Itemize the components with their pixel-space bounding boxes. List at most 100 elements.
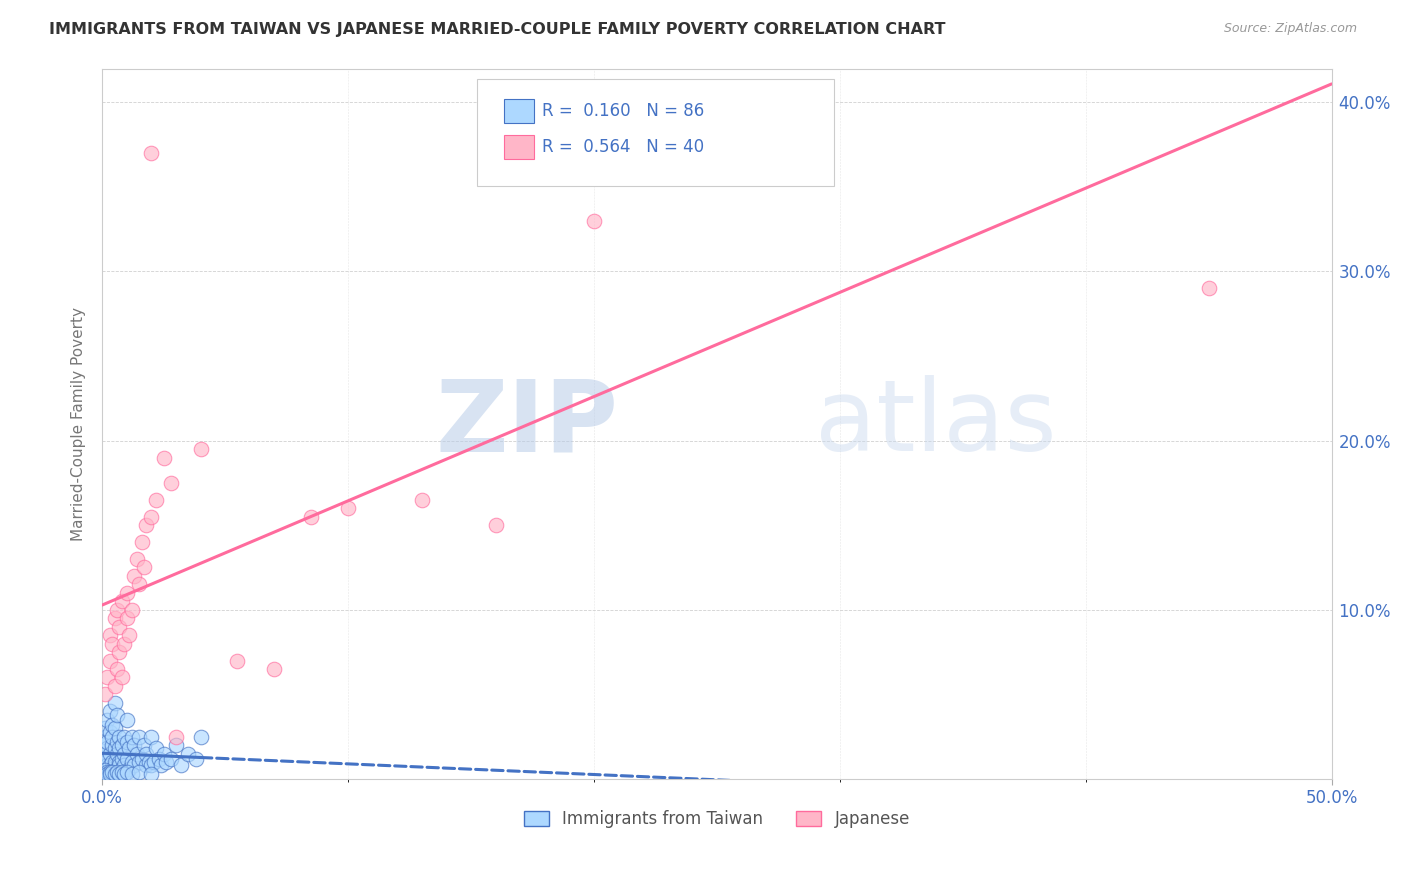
Point [135,758,157,772]
Point [160,751,183,765]
Point [93,687,115,701]
Point [138,755,160,769]
Point [98,653,121,667]
Point [103,755,125,769]
Y-axis label: Married-Couple Family Poverty: Married-Couple Family Poverty [72,307,86,541]
Point [128,577,150,591]
Point [170,758,193,772]
Point [132,738,155,752]
Point [125,747,148,761]
Text: R =  0.160   N = 86: R = 0.160 N = 86 [543,103,704,120]
Point [148,751,170,765]
Point [105,707,128,722]
Point [1198,281,1220,295]
Point [105,762,128,776]
Point [112,637,135,651]
Point [177,747,200,761]
Point [118,762,141,776]
Point [96,713,118,727]
Point [105,662,128,676]
Point [101,730,124,744]
Point [96,670,118,684]
Point [93,755,115,769]
Point [108,758,131,772]
Point [337,501,360,516]
Point [108,620,131,634]
Point [142,755,165,769]
Point [111,738,134,752]
FancyBboxPatch shape [477,79,834,186]
Point [299,509,322,524]
Point [101,718,124,732]
Text: Source: ZipAtlas.com: Source: ZipAtlas.com [1223,22,1357,36]
Point [582,213,605,227]
Point [165,738,187,752]
Point [96,767,118,781]
Point [112,767,135,781]
Point [112,730,135,744]
Point [226,653,249,667]
Point [128,765,150,780]
Point [93,738,115,752]
Point [184,751,207,765]
Point [103,696,125,710]
Point [111,670,134,684]
Point [111,762,134,776]
Point [105,735,128,749]
Point [121,603,143,617]
Point [101,755,124,769]
Point [96,751,118,765]
Point [105,747,128,761]
Point [141,758,163,772]
Point [111,765,134,780]
Point [103,679,125,693]
Point [263,662,285,676]
Point [484,518,506,533]
Point [190,442,212,456]
Point [141,146,163,161]
Point [131,535,153,549]
Point [105,765,128,780]
Text: IMMIGRANTS FROM TAIWAN VS JAPANESE MARRIED-COUPLE FAMILY POVERTY CORRELATION CHA: IMMIGRANTS FROM TAIWAN VS JAPANESE MARRI… [49,22,946,37]
Point [96,741,118,756]
Point [108,730,131,744]
FancyBboxPatch shape [505,99,534,123]
Point [706,129,728,144]
Point [122,758,145,772]
Point [98,628,121,642]
Point [160,475,183,490]
Point [108,755,131,769]
Point [98,764,121,778]
Point [93,721,115,735]
Point [118,628,141,642]
Point [411,492,433,507]
Point [93,747,115,761]
Point [108,645,131,659]
Point [115,735,138,749]
Point [98,747,121,761]
Point [93,730,115,744]
Point [121,730,143,744]
Point [93,764,115,778]
Point [98,704,121,718]
Point [141,730,163,744]
Point [96,735,118,749]
Point [103,767,125,781]
Point [98,724,121,739]
Point [98,767,121,781]
Point [152,747,174,761]
Point [103,721,125,735]
Point [101,637,124,651]
Point [121,767,143,781]
Point [121,755,143,769]
Point [115,586,138,600]
Point [125,552,148,566]
Point [132,560,155,574]
Point [108,767,131,781]
Point [115,611,138,625]
Legend: Immigrants from Taiwan, Japanese: Immigrants from Taiwan, Japanese [517,803,917,835]
Point [141,767,163,781]
Point [96,758,118,772]
Point [128,755,150,769]
Point [103,611,125,625]
